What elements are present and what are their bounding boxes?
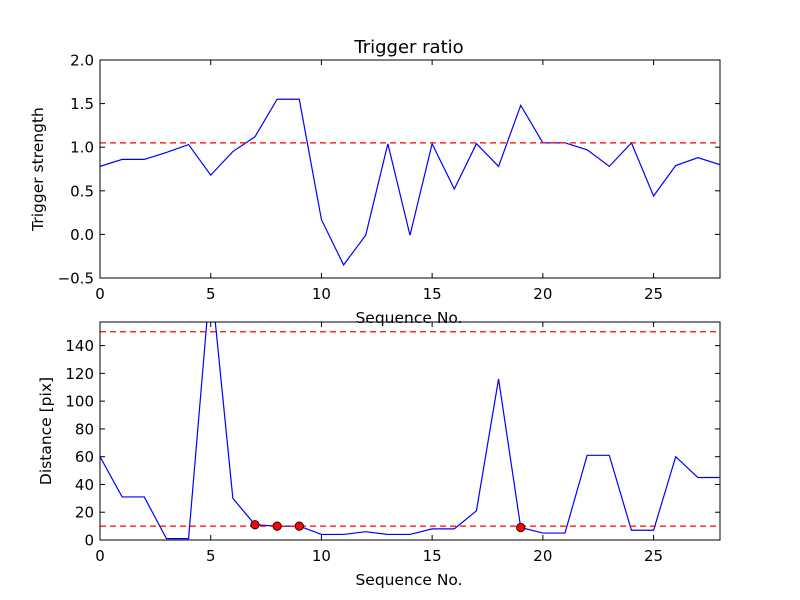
x-tick-label: 20 [533,285,552,303]
y-tick-label: 1.5 [70,95,94,113]
x-tick-label: 5 [206,547,216,565]
y-tick-label: 1.0 [70,139,94,157]
y-tick-label: 2.0 [70,52,94,70]
y-tick-label: 0 [84,532,94,550]
x-tick-label: 5 [206,285,216,303]
y-tick-label: 40 [75,476,94,494]
y-tick-label: 100 [65,393,94,411]
plot-frame [99,321,721,541]
x-axis-label: Sequence No. [355,571,462,589]
x-tick-label: 25 [644,547,663,565]
y-tick-label: 0.5 [70,182,94,200]
chart-title: Trigger ratio [353,37,463,58]
x-tick-label: 15 [423,547,442,565]
x-tick-label: 25 [644,285,663,303]
y-tick-label: −0.5 [58,270,94,288]
data-point-marker [250,520,260,530]
distance-panel: Sequence No. Distance [pix] 0 5 10 15 20 25 0 2… [37,321,721,589]
y-tick-label: 0.0 [70,226,94,244]
y-tick-label: 60 [75,448,94,466]
x-axis-label: Sequence No. [355,309,462,327]
y-tick-label: 120 [65,365,94,383]
y-axis-label: Distance [pix] [37,377,55,485]
trigger-ratio-panel: Trigger ratio Sequence No. Trigger stren… [29,37,721,327]
x-tick-label: 10 [312,547,331,565]
x-tick-label: 15 [423,285,442,303]
y-axis-label: Trigger strength [29,107,47,232]
data-point-marker [294,521,304,531]
y-tick-label: 20 [75,504,94,522]
data-point-marker [272,521,282,531]
x-tick-label: 20 [533,547,552,565]
x-tick-label: 0 [95,285,105,303]
x-tick-label: 10 [312,285,331,303]
y-tick-label: 140 [65,337,94,355]
x-tick-label: 0 [95,547,105,565]
y-tick-label: 80 [75,420,94,438]
plot-frame [99,59,721,279]
data-point-marker [516,522,526,533]
series-line [100,322,720,540]
series-line [100,98,720,267]
